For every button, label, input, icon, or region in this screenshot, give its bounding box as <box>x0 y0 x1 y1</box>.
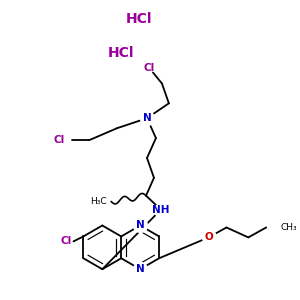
Text: Cl: Cl <box>143 63 155 73</box>
Text: NH: NH <box>152 205 170 214</box>
Text: O: O <box>204 232 213 242</box>
Text: HCl: HCl <box>108 46 134 60</box>
Text: N: N <box>136 220 145 230</box>
Text: N: N <box>136 264 145 274</box>
Text: Cl: Cl <box>53 135 64 145</box>
Text: CH₃: CH₃ <box>280 223 297 232</box>
Text: Cl: Cl <box>60 236 71 246</box>
Text: N: N <box>142 113 152 123</box>
Text: H₃C: H₃C <box>90 197 106 206</box>
Text: HCl: HCl <box>126 12 152 26</box>
